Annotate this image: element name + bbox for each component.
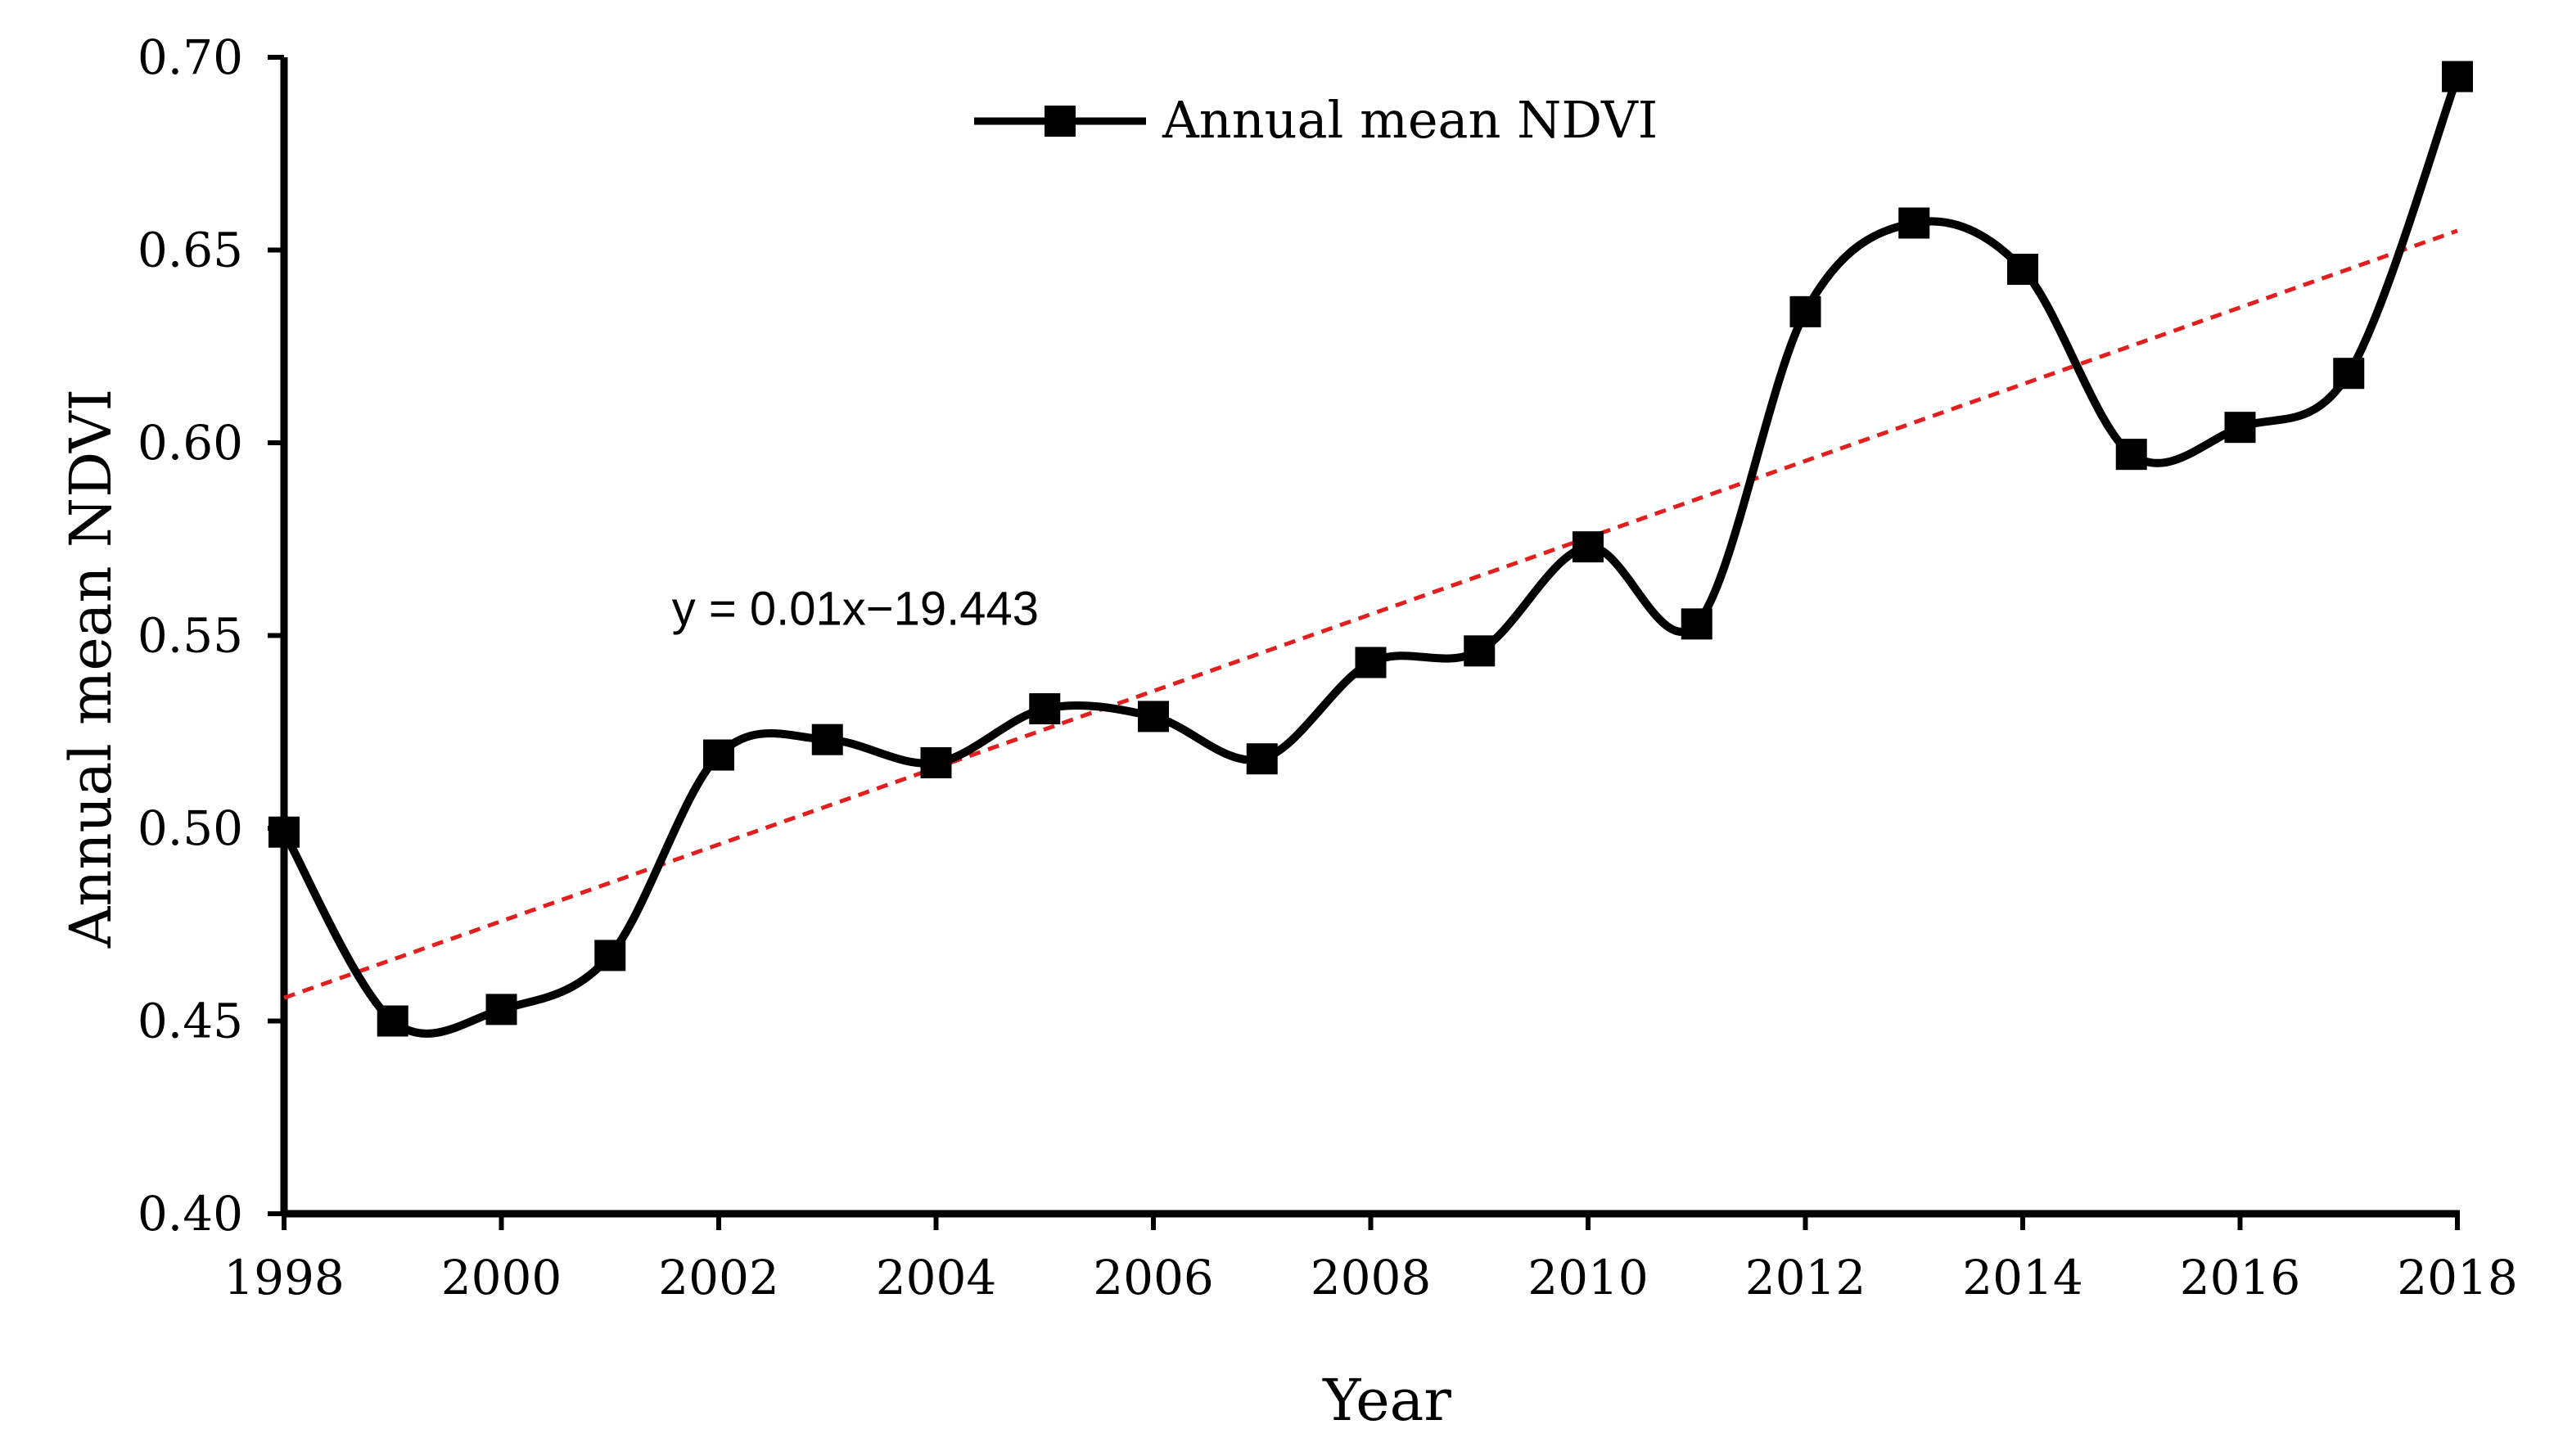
x-tick-label: 2006 — [1093, 1250, 1214, 1305]
data-point-marker — [2442, 61, 2473, 92]
data-point-marker — [1464, 635, 1496, 667]
data-point-marker — [1898, 207, 1930, 239]
y-tick-label: 0.40 — [138, 1186, 243, 1242]
x-tick-label: 2010 — [1527, 1250, 1649, 1305]
series-group — [268, 61, 2473, 1038]
legend-square-marker — [1045, 106, 1076, 137]
legend-label: Annual mean NDVI — [1162, 90, 1658, 150]
data-point-marker — [1138, 701, 1169, 733]
data-point-marker — [1573, 531, 1604, 563]
data-point-marker — [1789, 295, 1821, 327]
x-tick-label: 2000 — [441, 1250, 562, 1305]
x-tick-label: 2012 — [1745, 1250, 1866, 1305]
x-tick-label: 2002 — [658, 1250, 779, 1305]
y-axis-title: Annual mean NDVI — [57, 389, 124, 949]
x-tick-label: 2014 — [1962, 1250, 2083, 1305]
trendline-group — [283, 228, 2458, 1000]
axes — [280, 57, 2460, 1218]
data-point-marker — [2333, 358, 2365, 390]
x-axis-title: Year — [1322, 1367, 1451, 1434]
trendline-equation: y = 0.01x−19.443 — [672, 583, 1039, 636]
data-point-marker — [703, 739, 734, 771]
y-tick-label: 0.45 — [138, 994, 243, 1049]
trendline — [283, 228, 2458, 1000]
y-tick-label: 0.50 — [138, 800, 243, 856]
data-point-marker — [485, 994, 517, 1026]
data-point-marker — [2115, 439, 2147, 471]
y-tick-label: 0.70 — [138, 29, 243, 85]
data-point-marker — [377, 1005, 408, 1037]
x-tick-label: 2004 — [876, 1250, 997, 1305]
data-point-marker — [594, 940, 626, 971]
y-tick-label: 0.60 — [138, 415, 243, 471]
data-point-marker — [811, 723, 843, 755]
data-point-marker — [2224, 412, 2256, 444]
series-line — [280, 74, 2461, 1038]
data-point-marker — [268, 816, 300, 848]
x-tick-label: 2018 — [2397, 1250, 2518, 1305]
y-tick-label: 0.65 — [138, 223, 243, 278]
y-tick-label: 0.55 — [138, 608, 243, 664]
data-point-marker — [1029, 692, 1061, 724]
x-tick-label: 2016 — [2180, 1250, 2301, 1305]
x-tick-label: 1998 — [223, 1250, 345, 1305]
data-point-marker — [2007, 254, 2038, 286]
y-ticks: 0.40 0.45 0.50 0.55 0.60 0.65 0.70 — [138, 29, 284, 1242]
x-ticks: 1998 2000 2002 2004 2006 2008 2010 2012 2014 2016… — [223, 1214, 2518, 1305]
data-point-marker — [1355, 647, 1387, 678]
data-point-marker — [1681, 608, 1712, 640]
legend: Annual mean NDVI — [974, 90, 1658, 150]
x-tick-label: 2008 — [1311, 1250, 1432, 1305]
data-point-marker — [920, 746, 952, 778]
data-point-marker — [1246, 743, 1278, 775]
